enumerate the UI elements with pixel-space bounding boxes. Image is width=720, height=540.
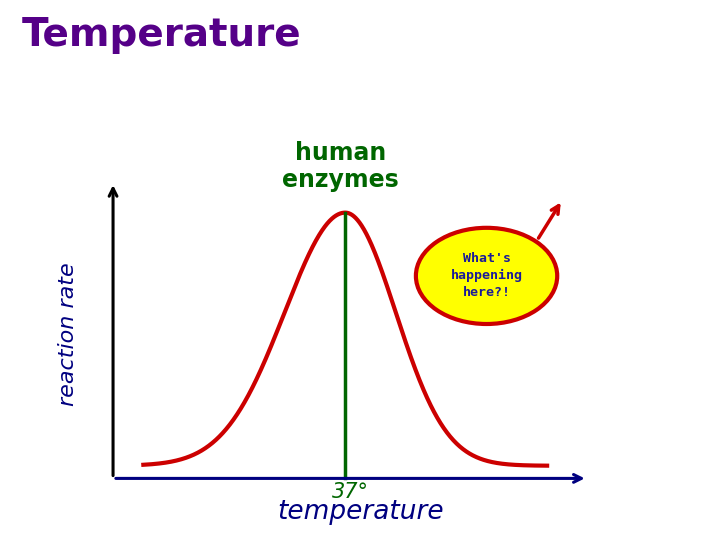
Text: Temperature: Temperature bbox=[22, 16, 301, 54]
Text: 37°: 37° bbox=[332, 482, 369, 502]
Text: What's
happening
here?!: What's happening here?! bbox=[451, 252, 523, 300]
Ellipse shape bbox=[416, 228, 557, 324]
Text: human
enzymes: human enzymes bbox=[282, 140, 399, 192]
Text: temperature: temperature bbox=[277, 498, 444, 525]
Text: reaction rate: reaction rate bbox=[58, 262, 78, 406]
